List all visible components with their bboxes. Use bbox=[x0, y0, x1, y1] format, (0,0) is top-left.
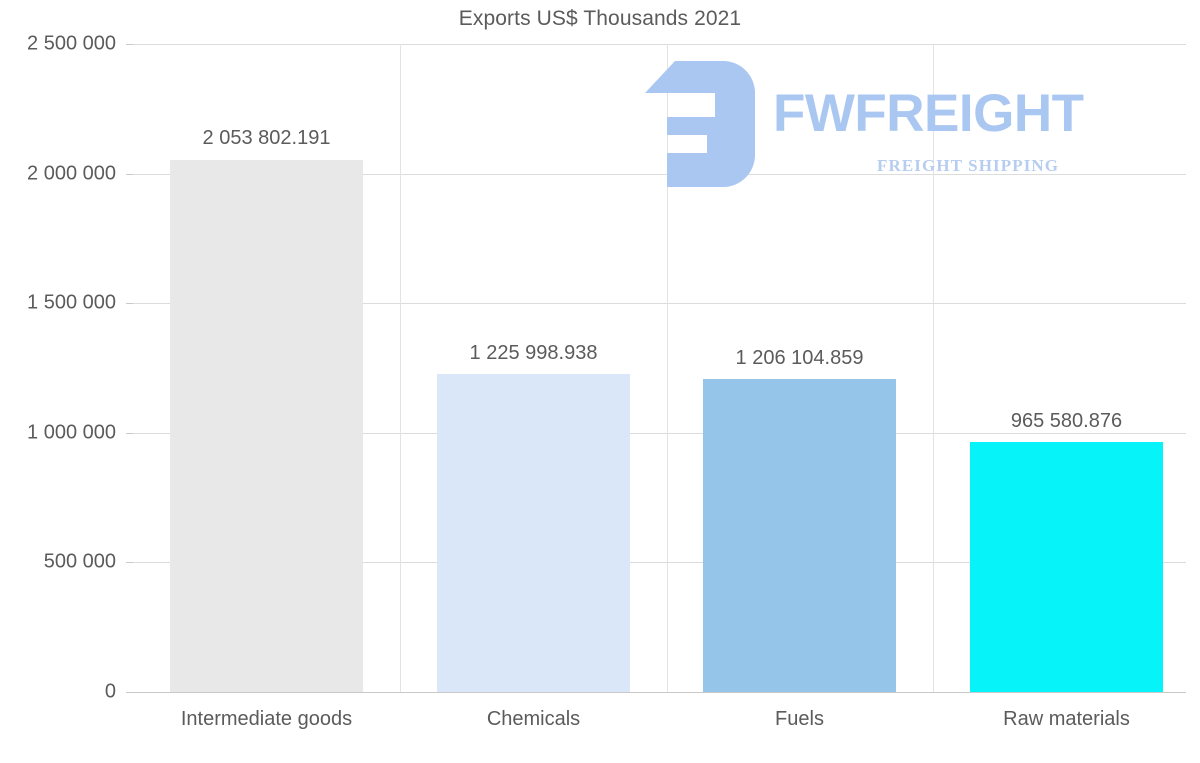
y-axis-tick-label-0: 0 bbox=[104, 680, 116, 703]
x-axis-label-intermediate-goods: Intermediate goods bbox=[180, 708, 353, 730]
gridline-1500000 bbox=[133, 303, 1186, 305]
gridline-2500000 bbox=[133, 44, 1186, 45]
tick-0 bbox=[126, 692, 133, 693]
chart-title: Exports US$ Thousands 2021 bbox=[458, 7, 742, 30]
x-axis-label-raw-materials: Raw materials bbox=[1003, 708, 1130, 730]
bar-value-label-fuels: 1 206 104.859 bbox=[735, 347, 864, 370]
bar-value-label-intermediate-goods: 2 053 802.191 bbox=[202, 127, 331, 150]
y-axis-tick-label-500000: 500 000 bbox=[43, 550, 116, 573]
tick-2500000 bbox=[126, 44, 133, 45]
plot-area: 2 053 802.191 1 225 998.938 1 206 104.85… bbox=[126, 44, 1186, 693]
bar-raw-materials[interactable] bbox=[970, 441, 1163, 692]
gridline-vertical-2 bbox=[667, 44, 668, 692]
tick-1000000 bbox=[126, 432, 133, 434]
gridline-vertical-1 bbox=[400, 44, 401, 692]
tick-2000000 bbox=[126, 173, 133, 175]
bar-fuels[interactable] bbox=[703, 379, 896, 692]
tick-500000 bbox=[126, 562, 133, 564]
bar-chemicals[interactable] bbox=[437, 374, 630, 692]
x-axis-label-chemicals: Chemicals bbox=[486, 708, 581, 730]
x-axis-label-fuels: Fuels bbox=[775, 708, 824, 730]
y-axis-tick-label-1500000: 1 500 000 bbox=[27, 291, 116, 314]
y-axis-tick-label-2500000: 2 500 000 bbox=[27, 32, 116, 55]
tick-1500000 bbox=[126, 303, 133, 305]
bar-value-label-chemicals: 1 225 998.938 bbox=[469, 342, 598, 364]
gridline-500000 bbox=[133, 562, 1186, 564]
axis-baseline-0 bbox=[133, 692, 1186, 693]
y-axis-tick-label-1000000: 1 000 000 bbox=[27, 421, 116, 444]
y-axis-tick-label-2000000: 2 000 000 bbox=[27, 162, 116, 185]
gridline-1000000 bbox=[133, 432, 1186, 434]
gridline-vertical-3 bbox=[933, 44, 934, 692]
bar-intermediate-goods[interactable] bbox=[170, 159, 363, 692]
bar-value-label-raw-materials: 965 580.876 bbox=[1010, 409, 1123, 432]
